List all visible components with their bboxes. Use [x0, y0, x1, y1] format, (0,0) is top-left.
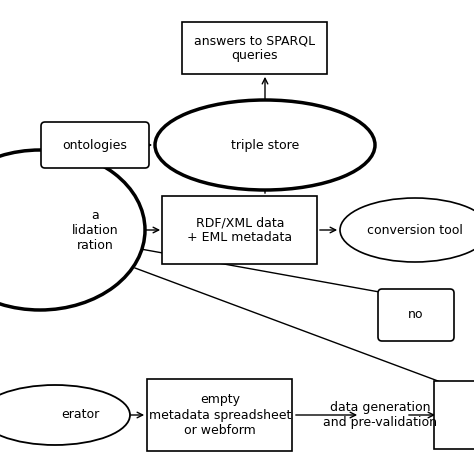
FancyBboxPatch shape [147, 379, 292, 451]
Text: data generation
and pre-validation: data generation and pre-validation [323, 401, 437, 429]
Text: conversion tool: conversion tool [367, 224, 463, 237]
Ellipse shape [340, 198, 474, 262]
Text: answers to SPARQL
queries: answers to SPARQL queries [194, 34, 316, 62]
FancyBboxPatch shape [41, 122, 149, 168]
Text: erator: erator [61, 409, 99, 421]
Text: no: no [408, 309, 424, 321]
FancyBboxPatch shape [435, 381, 474, 449]
Ellipse shape [0, 385, 130, 445]
FancyBboxPatch shape [163, 196, 318, 264]
FancyBboxPatch shape [378, 289, 454, 341]
Text: a
lidation
ration: a lidation ration [72, 209, 118, 252]
Text: empty
metadata spreadsheet
or webform: empty metadata spreadsheet or webform [149, 393, 291, 437]
Ellipse shape [0, 150, 145, 310]
Text: triple store: triple store [231, 138, 299, 152]
Text: RDF/XML data
+ EML metadata: RDF/XML data + EML metadata [187, 216, 292, 244]
Text: ontologies: ontologies [63, 138, 128, 152]
FancyBboxPatch shape [182, 22, 328, 74]
Ellipse shape [155, 100, 375, 190]
